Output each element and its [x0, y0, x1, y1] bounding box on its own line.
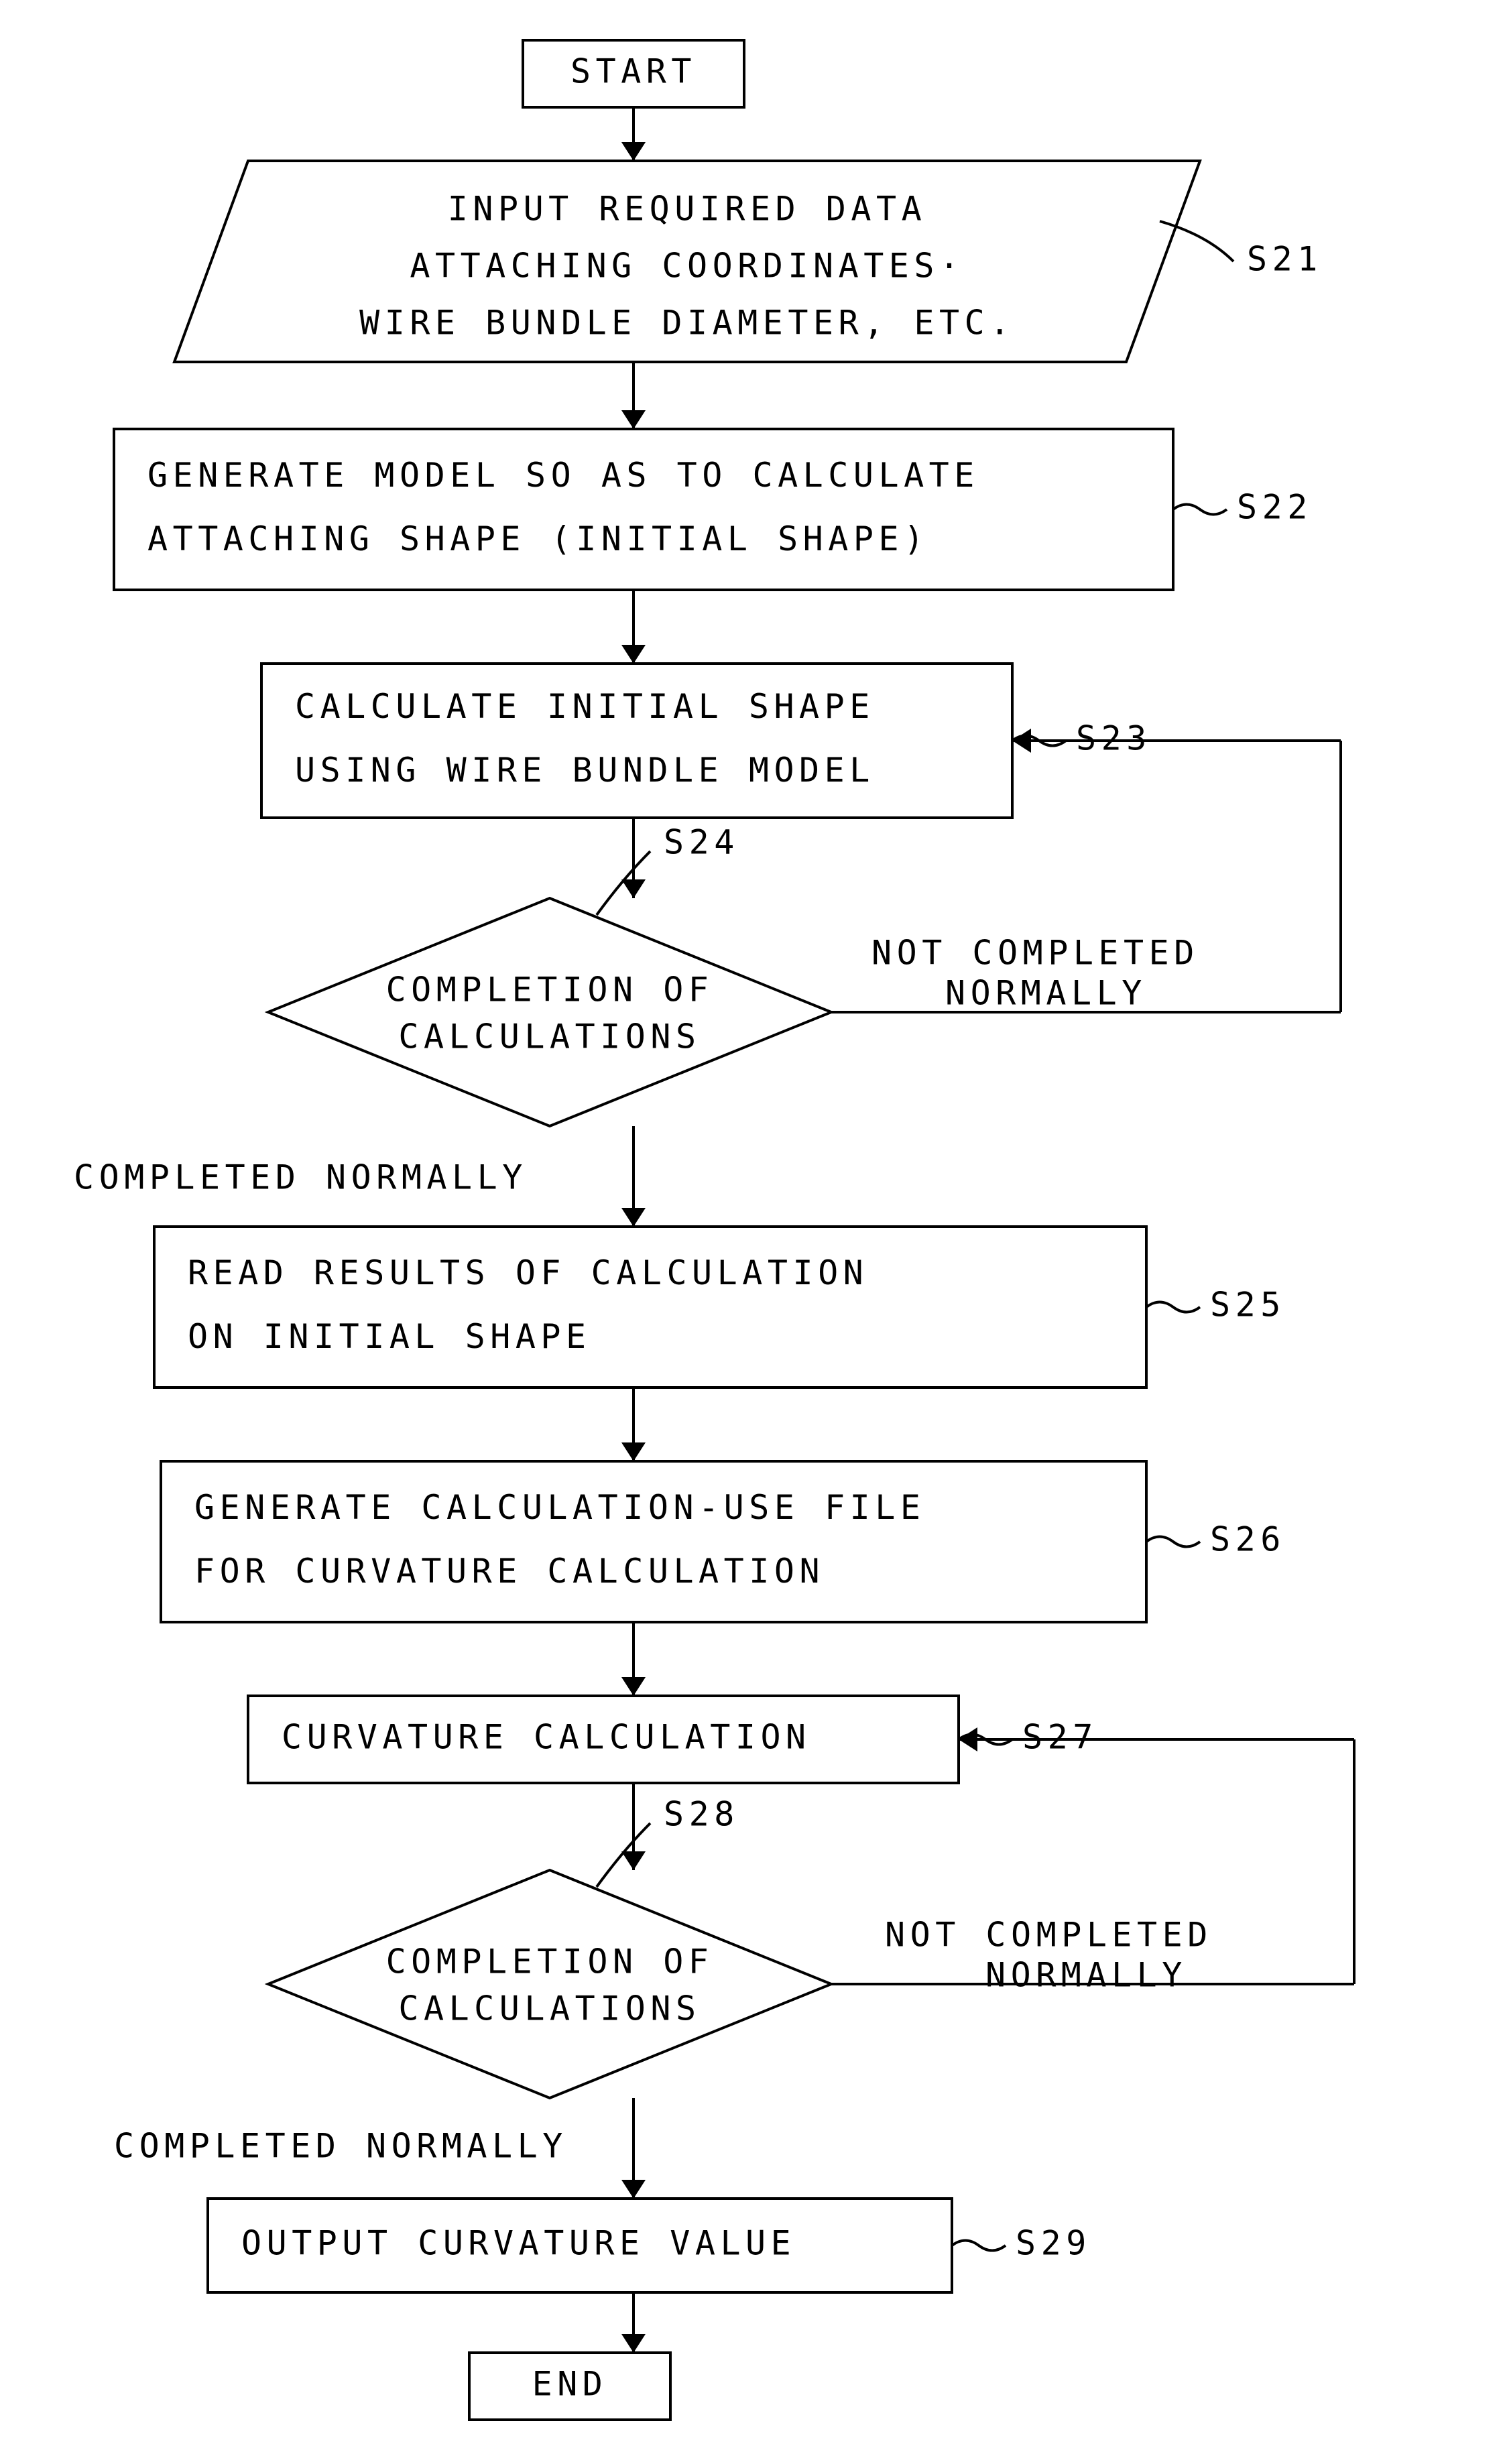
svg-text:S28: S28 — [664, 1795, 739, 1834]
svg-text:S26: S26 — [1210, 1520, 1286, 1559]
svg-text:COMPLETION OF: COMPLETION OF — [386, 1943, 714, 1981]
svg-text:OUTPUT CURVATURE VALUE: OUTPUT CURVATURE VALUE — [241, 2224, 796, 2263]
svg-text:START: START — [570, 52, 697, 91]
svg-text:GENERATE MODEL SO AS TO CALCUL: GENERATE MODEL SO AS TO CALCULATE — [147, 456, 979, 495]
svg-text:CALCULATIONS: CALCULATIONS — [398, 1018, 701, 1056]
svg-text:ATTACHING SHAPE (INITIAL SHAPE: ATTACHING SHAPE (INITIAL SHAPE) — [147, 519, 929, 558]
svg-text:WIRE BUNDLE DIAMETER, ETC.: WIRE BUNDLE DIAMETER, ETC. — [359, 304, 1015, 343]
svg-text:S24: S24 — [664, 823, 739, 862]
svg-text:NOT COMPLETED: NOT COMPLETED — [871, 934, 1199, 973]
svg-text:S25: S25 — [1210, 1286, 1286, 1325]
flowchart-svg: START INPUT REQUIRED DATA ATTACHING COORDI… — [0, 0, 1507, 2464]
svg-text:USING WIRE BUNDLE MODEL: USING WIRE BUNDLE MODEL — [295, 751, 875, 790]
svg-text:COMPLETED NORMALLY: COMPLETED NORMALLY — [74, 1158, 528, 1197]
svg-text:S21: S21 — [1247, 240, 1323, 279]
svg-text:CALCULATE INITIAL SHAPE: CALCULATE INITIAL SHAPE — [295, 687, 875, 726]
svg-text:S23: S23 — [1076, 719, 1152, 758]
svg-text:CURVATURE CALCULATION: CURVATURE CALCULATION — [282, 1718, 811, 1757]
svg-text:S27: S27 — [1022, 1718, 1098, 1757]
svg-text:INPUT REQUIRED DATA: INPUT REQUIRED DATA — [448, 190, 926, 229]
svg-text:ON INITIAL SHAPE: ON INITIAL SHAPE — [188, 1317, 591, 1356]
svg-text:S22: S22 — [1237, 488, 1313, 527]
svg-text:NORMALLY: NORMALLY — [945, 974, 1147, 1013]
svg-text:FOR CURVATURE CALCULATION: FOR CURVATURE CALCULATION — [194, 1552, 825, 1591]
svg-text:S29: S29 — [1016, 2224, 1091, 2263]
svg-text:COMPLETED NORMALLY: COMPLETED NORMALLY — [114, 2127, 568, 2166]
svg-text:END: END — [532, 2365, 608, 2404]
svg-text:COMPLETION OF: COMPLETION OF — [386, 971, 714, 1009]
svg-text:CALCULATIONS: CALCULATIONS — [398, 1989, 701, 2028]
svg-text:READ RESULTS OF CALCULATION: READ RESULTS OF CALCULATION — [188, 1253, 868, 1292]
svg-text:ATTACHING COORDINATES·: ATTACHING COORDINATES· — [410, 247, 964, 286]
svg-text:GENERATE CALCULATION-USE FILE: GENERATE CALCULATION-USE FILE — [194, 1488, 925, 1527]
svg-text:NORMALLY: NORMALLY — [985, 1956, 1187, 1995]
svg-text:NOT COMPLETED: NOT COMPLETED — [885, 1916, 1213, 1955]
